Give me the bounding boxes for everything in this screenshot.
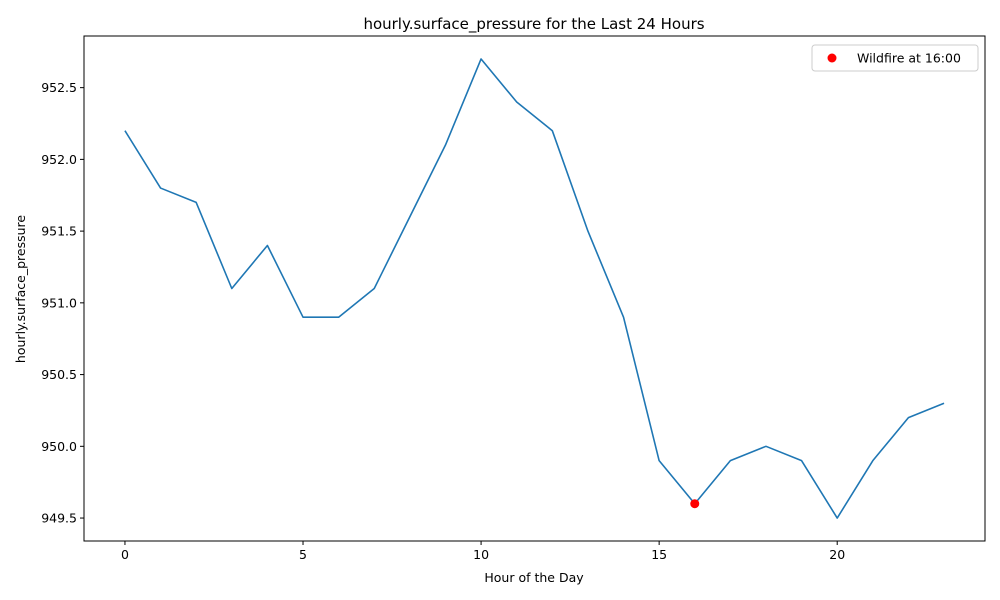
y-tick-label: 951.0 xyxy=(41,295,77,310)
x-tick-label: 20 xyxy=(829,547,845,562)
x-tick-label: 5 xyxy=(299,547,307,562)
plot-frame xyxy=(83,35,986,542)
x-tick-label: 10 xyxy=(473,547,489,562)
y-tick-label: 952.0 xyxy=(41,152,77,167)
x-tick-label: 15 xyxy=(651,547,667,562)
x-tick-label: 0 xyxy=(121,547,129,562)
y-tick-label: 949.5 xyxy=(41,511,77,526)
y-tick-label: 950.5 xyxy=(41,367,77,382)
y-tick-label: 950.0 xyxy=(41,439,77,454)
x-axis: 0 5 10 15 20 xyxy=(121,541,845,562)
legend-label: Wildfire at 16:00 xyxy=(857,51,961,66)
y-axis-title: hourly.surface_pressure xyxy=(13,215,28,363)
series-line-0 xyxy=(124,58,945,519)
x-axis-title: Hour of the Day xyxy=(484,570,584,585)
y-tick-label: 951.5 xyxy=(41,224,77,239)
legend: Wildfire at 16:00 xyxy=(811,44,979,72)
legend-marker xyxy=(827,53,837,63)
y-axis: 949.5 950.0 950.5 951.0 951.5 952.0 952.5 xyxy=(41,80,84,526)
y-tick-label: 952.5 xyxy=(41,80,77,95)
plot-area xyxy=(124,58,945,519)
chart-title: hourly.surface_pressure for the Last 24 … xyxy=(363,15,704,34)
wildfire-point xyxy=(690,499,700,509)
legend-box xyxy=(811,44,979,72)
